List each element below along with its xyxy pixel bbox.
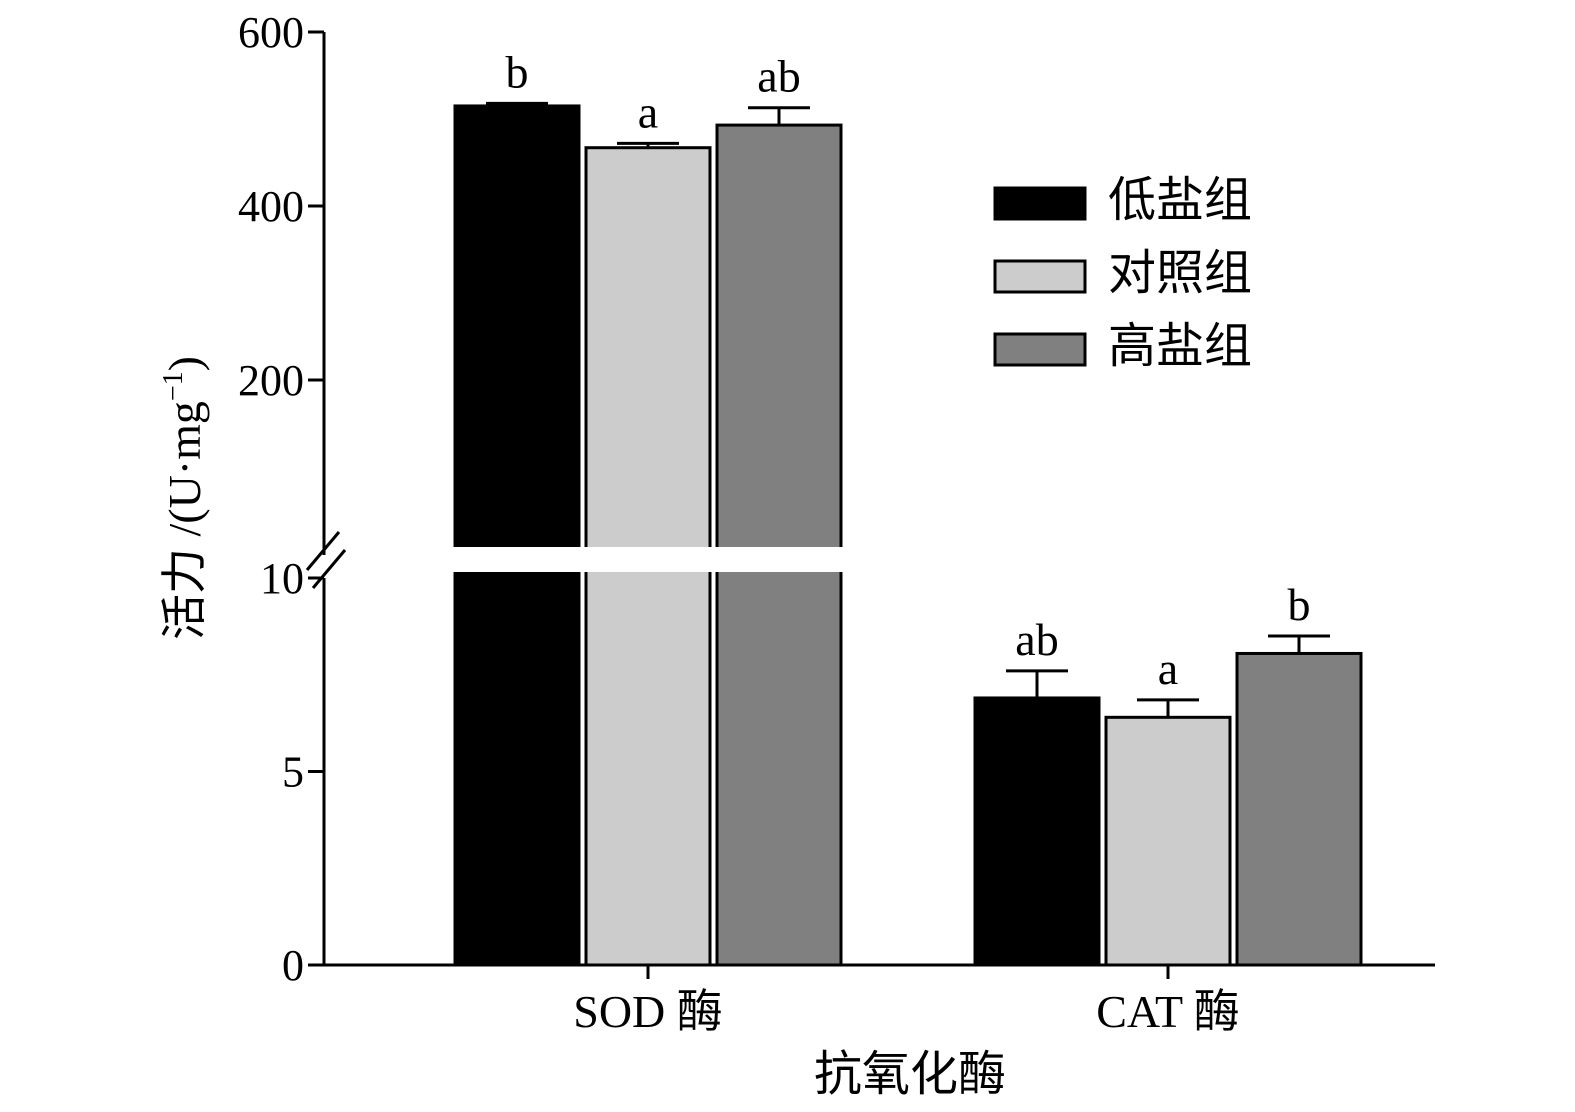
legend-label: 高盐组: [1108, 320, 1252, 373]
bar: [973, 696, 1101, 967]
legend-label: 低盐组: [1108, 174, 1252, 227]
y-axis-title: 活力 /(U·mg−1): [158, 356, 210, 640]
x-axis-title: 抗氧化酶: [814, 1048, 1006, 1101]
significance-letter: ab: [1015, 614, 1058, 665]
significance-letter: ab: [757, 51, 800, 102]
x-tick-label: SOD 酶: [573, 986, 723, 1037]
y-axis-title-superscript: −1: [158, 371, 189, 401]
y-tick-label: 600: [238, 8, 304, 57]
axes: SOD 酶 CAT 酶 0 5 10 200 400 600: [238, 8, 1435, 1037]
axis-break-band: [452, 547, 844, 572]
y-tick-label: 5: [282, 748, 304, 797]
significance-letter: b: [506, 46, 529, 97]
significance-letter: a: [638, 86, 658, 137]
legend-swatch: [993, 332, 1087, 367]
y-tick-label: 10: [260, 554, 304, 603]
significance-letter: a: [1158, 643, 1178, 694]
bar: [453, 104, 581, 967]
axis-break-mark: [311, 549, 347, 589]
y-axis-title-close: ): [159, 356, 210, 371]
legend-swatch: [993, 186, 1087, 221]
legend-label: 对照组: [1108, 247, 1252, 300]
bar: [1235, 651, 1363, 967]
y-tick-label: 200: [238, 356, 304, 405]
axis-break-mark: [305, 531, 341, 571]
x-tick-label: CAT 酶: [1096, 986, 1240, 1037]
y-tick-label: 0: [282, 941, 304, 990]
error-bars: [486, 101, 1330, 718]
axis-break-gap: [452, 547, 844, 572]
y-tick-label: 400: [238, 182, 304, 231]
bars-layer: [453, 104, 1363, 967]
legend-swatch: [993, 259, 1087, 294]
bar: [1104, 715, 1232, 967]
significance-letter: b: [1288, 579, 1311, 630]
bar: [715, 123, 843, 967]
y-axis-title-main: 活力 /(U·mg: [159, 401, 210, 640]
